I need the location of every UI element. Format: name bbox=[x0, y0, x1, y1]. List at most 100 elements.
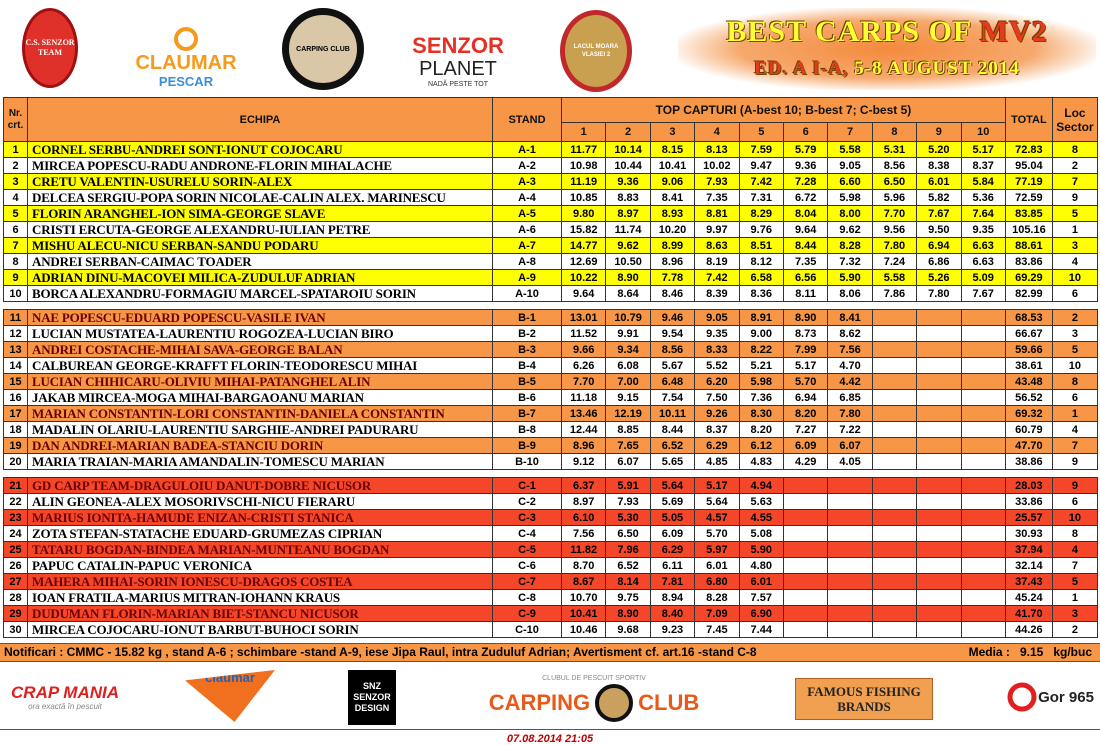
table-row: 6 CRISTI ERCUTA-GEORGE ALEXANDRU-IULIAN P… bbox=[3, 221, 1098, 238]
catch-8: 7.24 bbox=[871, 253, 918, 270]
media-unit: kg/buc bbox=[1053, 645, 1092, 659]
catch-1: 11.18 bbox=[560, 389, 607, 406]
catch-9 bbox=[916, 421, 962, 438]
sector-place: 5 bbox=[1051, 205, 1098, 222]
catch-9 bbox=[916, 557, 962, 574]
catch-10 bbox=[960, 573, 1006, 590]
catch-9: 6.01 bbox=[916, 173, 962, 190]
catch-1: 8.70 bbox=[560, 557, 607, 574]
table-row: 11 NAE POPESCU-EDUARD POPESCU-VASILE IVAN… bbox=[3, 309, 1098, 326]
catch-10 bbox=[960, 605, 1006, 622]
row-number: 24 bbox=[3, 525, 28, 542]
catch-4: 9.35 bbox=[694, 325, 740, 342]
catch-8 bbox=[871, 309, 918, 326]
team-name: MARIA TRAIAN-MARIA AMANDALIN-TOMESCU MAR… bbox=[27, 453, 493, 470]
team-name: ANDREI COSTACHE-MIHAI SAVA-GEORGE BALAN bbox=[27, 341, 493, 358]
stand: A-10 bbox=[492, 285, 562, 302]
header-catch-4: 4 bbox=[694, 122, 740, 142]
catch-2: 12.19 bbox=[605, 405, 651, 422]
catch-8 bbox=[871, 453, 918, 470]
total: 28.03 bbox=[1004, 477, 1053, 494]
catch-2: 6.07 bbox=[605, 453, 651, 470]
team-name: DELCEA SERGIU-POPA SORIN NICOLAE-CALIN A… bbox=[27, 189, 493, 206]
catch-1: 13.46 bbox=[560, 405, 607, 422]
catch-8: 5.96 bbox=[871, 189, 918, 206]
row-number: 1 bbox=[3, 141, 28, 158]
catch-9 bbox=[916, 493, 962, 510]
catch-1: 8.97 bbox=[560, 493, 607, 510]
catch-8 bbox=[871, 541, 918, 558]
catch-5: 5.63 bbox=[738, 493, 784, 510]
catch-3: 8.44 bbox=[649, 421, 696, 438]
sector-place: 5 bbox=[1051, 573, 1098, 590]
catch-4: 8.39 bbox=[694, 285, 740, 302]
catch-9: 5.82 bbox=[916, 189, 962, 206]
team-name: MARIAN CONSTANTIN-LORI CONSTANTIN-DANIEL… bbox=[27, 405, 493, 422]
catch-6 bbox=[782, 541, 829, 558]
catch-10 bbox=[960, 309, 1006, 326]
header-catch-3: 3 bbox=[649, 122, 696, 142]
total: 66.67 bbox=[1004, 325, 1053, 342]
catch-4: 7.50 bbox=[694, 389, 740, 406]
catch-3: 10.11 bbox=[649, 405, 696, 422]
catch-2: 9.36 bbox=[605, 173, 651, 190]
senzor-design-logo: SNZ SENZOR DESIGN bbox=[348, 670, 396, 725]
catch-8: 7.86 bbox=[871, 285, 918, 302]
catch-2: 5.91 bbox=[605, 477, 651, 494]
catch-6: 6.94 bbox=[782, 389, 829, 406]
row-number: 15 bbox=[3, 373, 28, 390]
catch-1: 11.77 bbox=[560, 141, 607, 158]
sector-place: 4 bbox=[1051, 421, 1098, 438]
catch-6 bbox=[782, 621, 829, 638]
stand: C-3 bbox=[492, 509, 562, 526]
stand: B-9 bbox=[492, 437, 562, 454]
catch-2: 5.30 bbox=[605, 509, 651, 526]
stand: C-5 bbox=[492, 541, 562, 558]
team-name: NAE POPESCU-EDUARD POPESCU-VASILE IVAN bbox=[27, 309, 493, 326]
total: 95.04 bbox=[1004, 157, 1053, 174]
catch-7: 8.06 bbox=[827, 285, 873, 302]
club-text: CLUB bbox=[638, 689, 700, 715]
table-row: 21 GD CARP TEAM-DRAGULOIU DANUT-DOBRE NIC… bbox=[3, 477, 1098, 494]
total: 37.94 bbox=[1004, 541, 1053, 558]
catch-6: 8.90 bbox=[782, 309, 829, 326]
catch-4: 7.93 bbox=[694, 173, 740, 190]
crap-mania-tagline: ora exactă în pescuit bbox=[28, 701, 102, 711]
catch-2: 8.90 bbox=[605, 605, 651, 622]
total: 32.14 bbox=[1004, 557, 1053, 574]
senzor-text: SENZOR bbox=[412, 32, 504, 58]
claumar-footer-logo: claumar bbox=[185, 670, 275, 722]
catch-4: 6.01 bbox=[694, 557, 740, 574]
team-name: JAKAB MIRCEA-MOGA MIHAI-BARGAOANU MARIAN bbox=[27, 389, 493, 406]
sector-separator bbox=[3, 301, 1098, 310]
catch-5: 9.00 bbox=[738, 325, 784, 342]
catch-8: 7.70 bbox=[871, 205, 918, 222]
catch-3: 5.67 bbox=[649, 357, 696, 374]
sector-place: 10 bbox=[1051, 357, 1098, 374]
catch-3: 8.94 bbox=[649, 589, 696, 606]
team-name: GD CARP TEAM-DRAGULOIU DANUT-DOBRE NICUS… bbox=[27, 477, 493, 494]
catch-7: 4.70 bbox=[827, 357, 873, 374]
team-name: PAPUC CATALIN-PAPUC VERONICA bbox=[27, 557, 493, 574]
row-number: 6 bbox=[3, 221, 28, 238]
stand: B-1 bbox=[492, 309, 562, 326]
title-line-1: BEST CARPS OF MV2 bbox=[678, 14, 1096, 50]
catch-7: 4.05 bbox=[827, 453, 873, 470]
catch-5: 6.58 bbox=[738, 269, 784, 286]
catch-1: 9.12 bbox=[560, 453, 607, 470]
sector-place: 9 bbox=[1051, 453, 1098, 470]
table-row: 4 DELCEA SERGIU-POPA SORIN NICOLAE-CALIN … bbox=[3, 189, 1098, 206]
catch-7 bbox=[827, 541, 873, 558]
carping-club-logo: CARPING CLUB bbox=[282, 8, 364, 90]
row-number: 27 bbox=[3, 573, 28, 590]
table-row: 19 DAN ANDREI-MARIAN BADEA-STANCIU DORIN B… bbox=[3, 437, 1098, 454]
media-label: Media : bbox=[968, 645, 1010, 659]
catch-1: 9.64 bbox=[560, 285, 607, 302]
catch-1: 12.44 bbox=[560, 421, 607, 438]
catch-9 bbox=[916, 389, 962, 406]
sector-place: 10 bbox=[1051, 269, 1098, 286]
catch-3: 8.99 bbox=[649, 237, 696, 254]
catch-7: 8.28 bbox=[827, 237, 873, 254]
stand: B-4 bbox=[492, 357, 562, 374]
gor-text: Gor 965 bbox=[1038, 688, 1094, 706]
